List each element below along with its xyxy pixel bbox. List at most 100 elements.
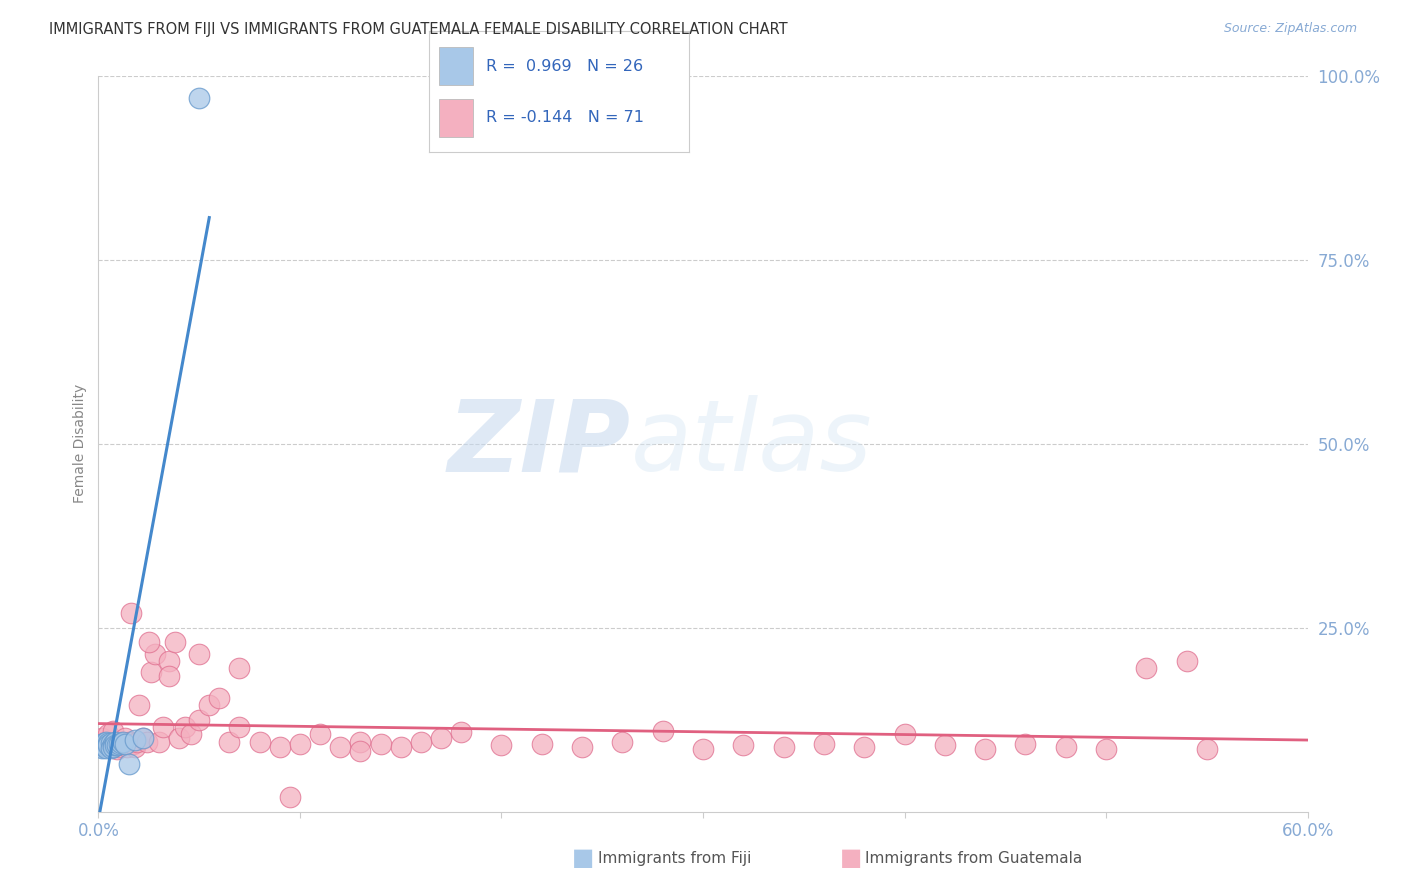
Text: Source: ZipAtlas.com: Source: ZipAtlas.com [1223,22,1357,36]
Point [249,735,271,749]
Point [228,720,250,734]
Point [1014,737,1036,751]
Point [450,725,472,739]
Point [772,739,794,754]
Point [114,737,136,751]
Point [893,727,915,741]
Point [124,739,146,754]
Point [118,735,141,749]
Point [103,738,125,752]
Point [120,606,142,620]
Point [105,742,128,756]
Point [1095,742,1118,756]
Point [228,661,250,675]
Point [125,735,148,749]
Point [105,739,128,753]
Point [571,739,593,754]
Point [100,736,122,750]
Point [111,735,134,749]
Text: Immigrants from Fiji: Immigrants from Fiji [598,851,751,865]
Point [110,735,132,749]
Point [651,723,673,738]
Point [101,723,124,738]
Point [733,739,755,753]
Point [107,739,129,754]
Point [974,742,997,756]
Point [853,739,876,754]
Point [100,739,122,754]
Point [138,635,160,649]
Point [97,727,120,741]
Y-axis label: Female Disability: Female Disability [73,384,87,503]
Point [188,91,211,105]
Point [934,739,956,753]
Point [269,739,291,754]
Point [107,737,129,751]
Point [124,732,146,747]
Point [163,635,186,649]
Point [91,741,114,756]
Point [96,739,118,753]
Point [96,735,118,749]
Point [188,647,211,661]
FancyBboxPatch shape [439,99,472,137]
Point [121,737,143,751]
Text: atlas: atlas [630,395,872,492]
Point [128,698,150,712]
Text: ■: ■ [572,847,595,870]
Point [1135,661,1157,675]
Point [93,735,115,749]
Point [208,690,231,705]
Point [97,735,120,749]
Point [132,731,155,746]
Point [139,665,162,679]
Point [188,713,211,727]
Point [1054,739,1077,754]
Point [91,731,114,746]
Point [118,756,141,771]
Point [103,737,125,751]
Point [152,720,174,734]
Text: Immigrants from Guatemala: Immigrants from Guatemala [865,851,1083,865]
Point [491,739,513,753]
Point [111,737,134,751]
Point [135,735,157,749]
Point [329,739,352,754]
Text: ■: ■ [839,847,862,870]
FancyBboxPatch shape [439,47,472,86]
Point [93,736,115,750]
Point [813,737,835,751]
Point [198,698,221,712]
Point [174,720,197,734]
Point [101,737,124,751]
Text: R = -0.144   N = 71: R = -0.144 N = 71 [486,111,644,126]
Point [91,737,114,751]
Point [167,731,190,746]
Point [100,740,122,755]
Point [148,735,170,749]
Point [96,740,118,755]
Text: IMMIGRANTS FROM FIJI VS IMMIGRANTS FROM GUATEMALA FEMALE DISABILITY CORRELATION : IMMIGRANTS FROM FIJI VS IMMIGRANTS FROM … [49,22,787,37]
Point [309,727,332,741]
Point [115,739,138,754]
Point [1175,654,1198,668]
Point [110,736,132,750]
Point [612,735,634,749]
Point [430,731,453,746]
Point [180,727,202,741]
Point [97,739,120,753]
Point [89,739,111,753]
Point [349,735,371,749]
Point [278,790,301,805]
Point [1195,742,1218,756]
Point [157,668,180,682]
Point [409,735,432,749]
Point [132,731,155,746]
Point [114,731,136,746]
Text: ZIP: ZIP [447,395,630,492]
Point [370,737,392,751]
Point [103,735,125,749]
Point [288,737,311,751]
Point [692,742,714,756]
Point [93,738,115,752]
